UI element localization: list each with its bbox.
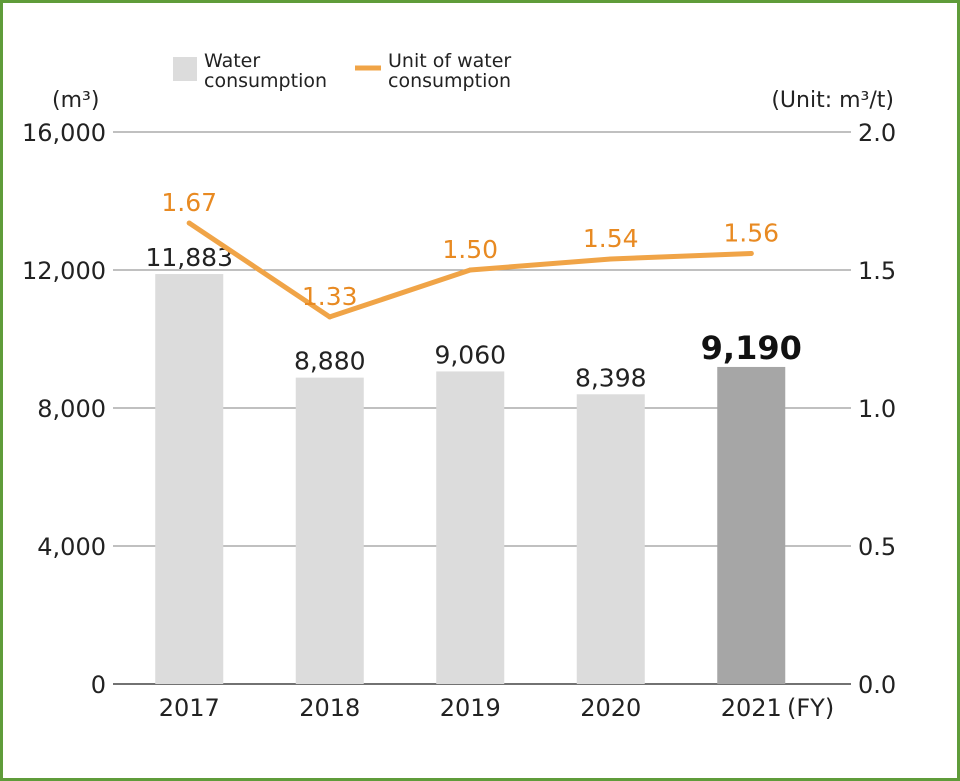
line-point-2017 [186,220,192,226]
legend-label-water-consumption-line2: consumption [204,70,327,92]
line-point-2020 [608,256,614,262]
legend-label-unit-water-consumption-line2: consumption [388,70,511,92]
right-tick-label: 2.0 [858,119,896,147]
legend: Water consumption Unit of water consumpt… [173,50,511,92]
bar-label-2017: 11,883 [146,243,233,272]
left-tick-label: 4,000 [37,533,106,561]
right-axis-unit: (Unit: m³/t) [771,88,894,113]
x-label-2018: 2018 [299,694,360,722]
bar-2020 [576,394,645,684]
bar-label-2021: 9,190 [701,329,802,367]
x-label-2019: 2019 [440,694,501,722]
left-tick-label: 12,000 [22,257,106,285]
bars [155,274,786,684]
bar-label-2019: 9,060 [434,340,506,369]
x-axis-labels: 2017 2018 2019 2020 2021 [159,694,782,722]
bar-labels: 11,883 8,880 9,060 8,398 9,190 [146,243,802,392]
bar-2017 [155,274,224,684]
line-label-2018: 1.33 [302,282,358,311]
line-point-2018 [327,314,333,320]
left-axis-unit: (m³) [52,88,99,113]
right-tick-label: 1.5 [858,257,896,285]
left-tick-label: 0 [91,671,106,699]
legend-swatch-water-consumption [173,57,197,81]
unit-line [186,220,754,320]
legend-label-water-consumption-line1: Water [204,50,260,72]
line-labels: 1.67 1.33 1.50 1.54 1.56 [161,188,779,311]
x-label-2021: 2021 [721,694,782,722]
water-consumption-chart: Water consumption Unit of water consumpt… [22,50,896,722]
right-tick-label: 0.5 [858,533,896,561]
line-label-2020: 1.54 [583,224,639,253]
legend-label-unit-water-consumption-line1: Unit of water [388,50,511,72]
left-tick-label: 16,000 [22,119,106,147]
left-axis-ticks: 0 4,000 8,000 12,000 16,000 [22,119,106,699]
line-label-2021: 1.56 [723,218,779,247]
right-tick-label: 0.0 [858,671,896,699]
right-axis-ticks: 0.0 0.5 1.0 1.5 2.0 [858,119,896,699]
bar-2018 [295,377,364,684]
bar-label-2020: 8,398 [575,363,647,392]
left-tick-label: 8,000 [37,395,106,423]
bar-2021 [717,366,786,684]
line-label-2019: 1.50 [442,235,498,264]
line-label-2017: 1.67 [161,188,217,217]
right-tick-label: 1.0 [858,395,896,423]
x-label-2020: 2020 [580,694,641,722]
bar-label-2018: 8,880 [294,347,366,376]
line-point-2021 [748,250,754,256]
x-label-2017: 2017 [159,694,220,722]
x-axis-unit: (FY) [787,694,834,722]
bar-2019 [436,371,505,684]
line-point-2019 [467,267,473,273]
